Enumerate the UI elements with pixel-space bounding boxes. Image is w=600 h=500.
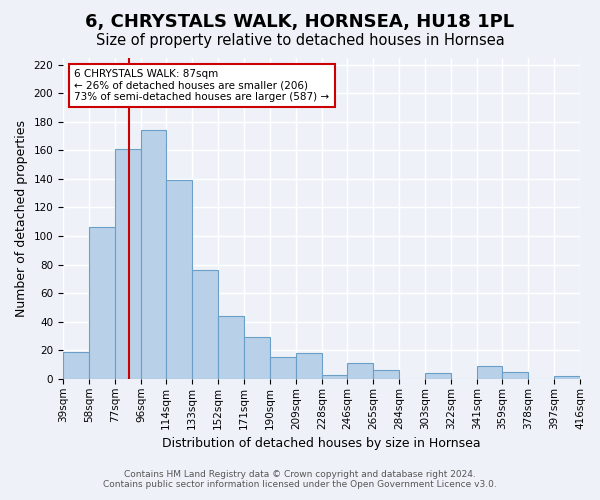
Bar bbox=[192, 270, 218, 379]
Bar bbox=[218, 316, 244, 379]
Bar bbox=[502, 372, 528, 379]
Bar bbox=[63, 352, 89, 379]
Bar bbox=[347, 363, 373, 379]
Text: 6 CHRYSTALS WALK: 87sqm
← 26% of detached houses are smaller (206)
73% of semi-d: 6 CHRYSTALS WALK: 87sqm ← 26% of detache… bbox=[74, 68, 329, 102]
Bar bbox=[322, 374, 347, 379]
Bar bbox=[141, 130, 166, 379]
Bar bbox=[89, 228, 115, 379]
Bar bbox=[296, 353, 322, 379]
Bar bbox=[270, 358, 296, 379]
Bar bbox=[166, 180, 192, 379]
Text: 6, CHRYSTALS WALK, HORNSEA, HU18 1PL: 6, CHRYSTALS WALK, HORNSEA, HU18 1PL bbox=[85, 12, 515, 30]
Bar bbox=[244, 338, 270, 379]
Text: Contains HM Land Registry data © Crown copyright and database right 2024.
Contai: Contains HM Land Registry data © Crown c… bbox=[103, 470, 497, 489]
Text: Size of property relative to detached houses in Hornsea: Size of property relative to detached ho… bbox=[95, 32, 505, 48]
Y-axis label: Number of detached properties: Number of detached properties bbox=[15, 120, 28, 316]
Bar bbox=[477, 366, 502, 379]
X-axis label: Distribution of detached houses by size in Hornsea: Distribution of detached houses by size … bbox=[162, 437, 481, 450]
Bar bbox=[554, 376, 580, 379]
Bar bbox=[115, 149, 141, 379]
Bar bbox=[373, 370, 399, 379]
Bar bbox=[425, 373, 451, 379]
